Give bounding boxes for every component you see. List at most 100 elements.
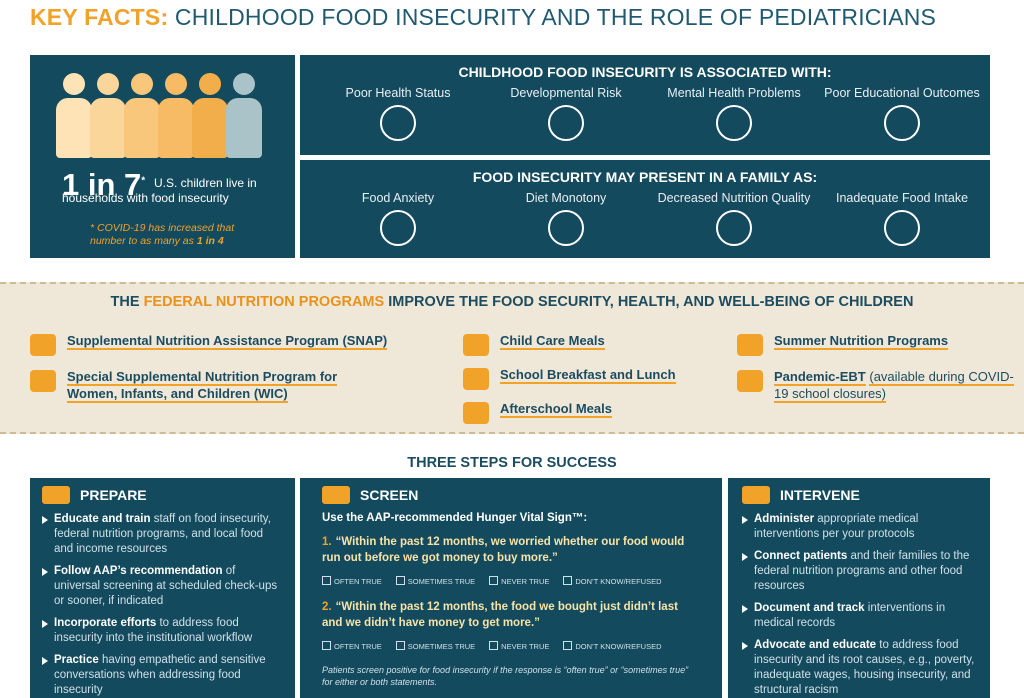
step-icon	[322, 486, 350, 504]
stat-big: 1 in 7	[62, 167, 142, 202]
options: OFTEN TRUE SOMETIMES TRUE NEVER TRUE DON’T …	[322, 571, 700, 589]
option: NEVER TRUE	[489, 576, 549, 586]
bullet-text: of universal screening at scheduled chec…	[54, 565, 278, 607]
item-icon	[716, 210, 752, 246]
item-icon	[548, 210, 584, 246]
associated-box: CHILDHOOD FOOD INSECURITY IS ASSOCIATED …	[300, 55, 990, 155]
program-label: Pandemic-EBT	[774, 369, 866, 386]
program-label: Special Supplemental Nutrition Program f…	[67, 369, 338, 403]
program-icon	[463, 402, 489, 424]
step-header: PREPARE	[42, 486, 283, 504]
question-text: “Within the past 12 months, the food we …	[322, 601, 678, 629]
screen-box: SCREEN Use the AAP-recommended Hunger Vit…	[300, 478, 722, 698]
item-icon	[884, 210, 920, 246]
person-body	[158, 98, 194, 158]
stat-box: 1 in 7* U.S. children live in households…	[30, 55, 295, 258]
option: SOMETIMES TRUE	[396, 576, 475, 586]
steps-heading: THREE STEPS FOR SUCCESS	[407, 455, 617, 471]
program: Supplemental Nutrition Assistance Progra…	[67, 332, 447, 350]
item-icon	[380, 105, 416, 141]
program: Summer Nutrition Programs	[774, 332, 1014, 350]
bullet: Administer appropriate medical intervent…	[742, 512, 976, 542]
heading-strong: FEDERAL NUTRITION PROGRAMS	[143, 294, 385, 310]
option: DON’T KNOW/REFUSED	[563, 576, 661, 586]
question-number: 2.	[322, 601, 332, 613]
bullet-bold: Incorporate efforts	[54, 617, 157, 629]
person-body	[226, 98, 262, 158]
person-body	[56, 98, 92, 158]
bullet: Advocate and educate to address food ins…	[742, 638, 976, 698]
step-title: SCREEN	[360, 487, 419, 503]
item-label: Food Anxiety	[361, 191, 435, 205]
bullet: Educate and train staff on food insecuri…	[42, 512, 283, 557]
stat-note: * COVID-19 has increased that number to …	[90, 222, 265, 248]
note-strong: 1 in 4	[196, 235, 224, 247]
step-header: INTERVENE	[742, 486, 976, 504]
step-icon	[742, 486, 770, 504]
presents-heading: FOOD INSECURITY MAY PRESENT IN A FAMILY …	[472, 169, 818, 185]
option: DON’T KNOW/REFUSED	[563, 641, 661, 651]
intervene-box: INTERVENE Administer appropriate medical …	[728, 478, 990, 698]
item-icon	[884, 105, 920, 141]
associated-heading: CHILDHOOD FOOD INSECURITY IS ASSOCIATED …	[458, 64, 832, 80]
page: KEY FACTS: CHILDHOOD FOOD INSECURITY AND…	[0, 0, 1024, 683]
screen-intro: Use the AAP-recommended Hunger Vital Sig…	[322, 512, 588, 524]
bullet-bold: Administer	[754, 513, 815, 525]
header: KEY FACTS: CHILDHOOD FOOD INSECURITY AND…	[30, 4, 936, 31]
program-icon	[30, 334, 56, 356]
screen-footnote: Patients screen positive for food insecu…	[322, 665, 689, 687]
title: CHILDHOOD FOOD INSECURITY AND THE ROLE O…	[174, 4, 937, 30]
bullet-text: appropriate medical interventions per yo…	[754, 513, 919, 540]
question-text: “Within the past 12 months, we worried w…	[322, 536, 685, 564]
item-label: Poor Health Status	[345, 86, 451, 100]
key: KEY FACTS:	[30, 4, 169, 30]
program-label: School Breakfast and Lunch	[500, 367, 676, 384]
program-icon	[463, 368, 489, 390]
program-icon	[30, 370, 56, 392]
step-title: INTERVENE	[780, 487, 860, 503]
bullet-bold: Educate and train	[54, 513, 151, 525]
question: 2. “Within the past 12 months, the food w…	[322, 599, 700, 631]
bullet: Connect patients and their families to t…	[742, 549, 976, 594]
program: Special Supplemental Nutrition Program f…	[67, 368, 367, 403]
bullet-bold: Advocate and educate	[754, 639, 877, 651]
program-icon	[463, 334, 489, 356]
options: OFTEN TRUE SOMETIMES TRUE NEVER TRUE DON’T …	[322, 636, 700, 654]
presents-box: FOOD INSECURITY MAY PRESENT IN A FAMILY …	[300, 160, 990, 258]
question-number: 1.	[322, 536, 332, 548]
person-body	[90, 98, 126, 158]
person-head	[131, 73, 153, 95]
person-head	[97, 73, 119, 95]
heading-pre: THE	[110, 294, 140, 310]
bullet-text: to address food insecurity into the inst…	[54, 617, 253, 644]
person-head	[233, 73, 255, 95]
person-head	[165, 73, 187, 95]
stat-text: U.S. children live in households with fo…	[62, 176, 257, 205]
item-label: Mental Health Problems	[667, 86, 801, 100]
people-icon	[56, 73, 266, 161]
program-label: Afterschool Meals	[500, 401, 612, 418]
prepare-box: PREPARE Educate and train staff on food i…	[30, 478, 295, 698]
program-icon	[737, 370, 763, 392]
program: Pandemic-EBT (available during COVID-19 …	[774, 368, 1024, 403]
step-title: PREPARE	[80, 487, 147, 503]
heading-post: IMPROVE THE FOOD SECURITY, HEALTH, AND W…	[388, 294, 914, 310]
item-label: Diet Monotony	[525, 191, 607, 205]
bullet-text: interventions in medical records	[754, 602, 946, 629]
program-label: Supplemental Nutrition Assistance Progra…	[67, 333, 388, 350]
step-icon	[42, 486, 70, 504]
item-label: Poor Educational Outcomes	[824, 86, 980, 100]
program: Afterschool Meals	[500, 400, 700, 418]
bullet-bold: Document and track	[754, 602, 865, 614]
option: SOMETIMES TRUE	[396, 641, 475, 651]
note: * COVID-19 has increased that number to …	[90, 222, 235, 247]
person-head	[199, 73, 221, 95]
program-note: (available during COVID-19 school closur…	[774, 369, 1014, 403]
program-label: Child Care Meals	[500, 333, 605, 350]
programs-band: THE FEDERAL NUTRITION PROGRAMS IMPROVE T…	[0, 282, 1024, 434]
program-label: Summer Nutrition Programs	[774, 333, 949, 350]
stat: 1 in 7*	[62, 167, 145, 203]
bullet-bold: Follow AAP’s recommendation	[54, 565, 223, 577]
bullet: Follow AAP’s recommendation of universal…	[42, 564, 283, 609]
option: OFTEN TRUE	[322, 641, 382, 651]
